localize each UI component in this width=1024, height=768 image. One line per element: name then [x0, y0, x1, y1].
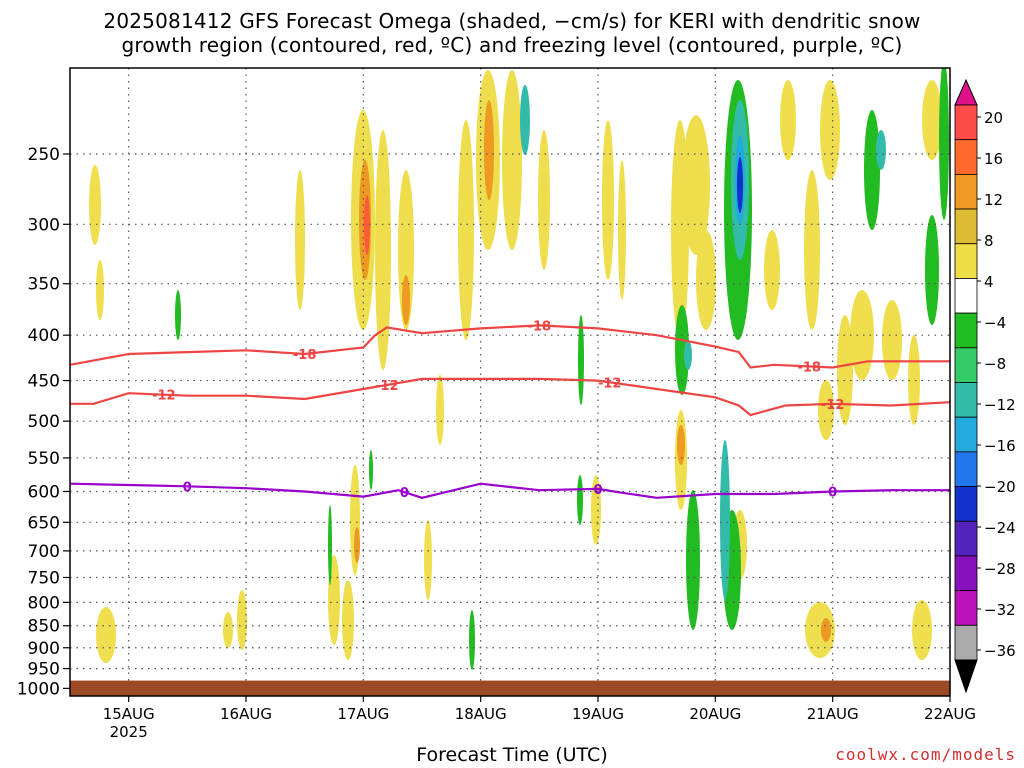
colorbar-label: −24 [984, 519, 1016, 537]
x-tick-label: 20AUG [689, 705, 741, 723]
colorbar-swatch [954, 451, 978, 487]
x-tick-label: 16AUG [220, 705, 272, 723]
y-tick-label: 550 [28, 449, 60, 469]
colorbar-swatch [954, 624, 978, 661]
colorbar-label: 20 [984, 109, 1003, 127]
colorbar-top-arrow [954, 78, 978, 106]
colorbar-swatch [954, 243, 978, 279]
x-tick-label: 22AUG [924, 705, 976, 723]
colorbar-swatch [954, 555, 978, 592]
x-tick-sublabel: 2025 [110, 723, 148, 741]
contour-label: -12 [152, 389, 176, 404]
colorbar-swatch [954, 486, 978, 522]
y-tick-label: 450 [28, 372, 60, 392]
chart-title-line-2: growth region (contoured, red, ºC) and f… [121, 33, 903, 57]
colorbar-label: −12 [984, 396, 1016, 414]
y-tick-label: 950 [28, 660, 60, 680]
x-tick-label: 17AUG [337, 705, 389, 723]
y-tick-label: 900 [28, 639, 60, 659]
contour-label: -18 [797, 360, 821, 375]
y-tick-label: 400 [28, 326, 60, 346]
colorbar-swatch [954, 347, 978, 383]
y-tick-label: 500 [28, 412, 60, 432]
y-tick-label: 350 [28, 275, 60, 295]
colorbar-label: −36 [984, 642, 1016, 660]
colorbar-swatch [954, 382, 978, 418]
y-tick-label: 250 [28, 145, 60, 165]
colorbar-label: −16 [984, 437, 1016, 455]
contour-line--18 [69, 324, 950, 369]
colorbar-swatch [954, 139, 978, 175]
plot-frame [69, 67, 951, 697]
shaded-omega-field [89, 68, 949, 670]
colorbar-swatch [954, 520, 978, 557]
colorbar-label: −8 [984, 355, 1006, 373]
colorbar: 20 16 12 8 4 −4 −8 −12 −16 −20 −24 −28 −32 −36 [954, 78, 1016, 694]
colorbar-label: 4 [984, 273, 994, 291]
contour-label: -12 [821, 398, 845, 413]
x-tick-label: 21AUG [807, 705, 859, 723]
chart-title-line-1: 2025081412 GFS Forecast Omega (shaded, −… [103, 9, 921, 33]
ground-layer [70, 680, 950, 696]
x-tick-label: 15AUG [103, 705, 155, 723]
contour-line-0 [69, 482, 950, 499]
source-credit: coolwx.com/models [835, 745, 1016, 764]
colorbar-swatch [954, 278, 978, 314]
y-tick-label: 850 [28, 617, 60, 637]
contour-label: -18 [528, 319, 552, 334]
contour-label: 0 [183, 480, 192, 495]
colorbar-label: 12 [984, 191, 1003, 209]
y-tick-label: 300 [28, 215, 60, 235]
contour-label: 0 [828, 485, 837, 500]
contour-label: 0 [593, 483, 602, 498]
ground-fill [70, 680, 950, 696]
colorbar-label: −32 [984, 601, 1016, 619]
x-axis-title: Forecast Time (UTC) [416, 744, 608, 766]
colorbar-label: 8 [984, 232, 994, 250]
x-tick-label: 18AUG [455, 705, 507, 723]
y-tick-label: 1000 [17, 679, 60, 699]
colorbar-swatch [954, 104, 978, 141]
contour-line--12 [70, 377, 951, 417]
colorbar-swatch [954, 416, 978, 453]
y-tick-label: 600 [28, 482, 60, 502]
y-tick-label: 650 [28, 513, 60, 533]
colorbar-label: −4 [984, 314, 1006, 332]
colorbar-bottom-arrow [954, 659, 978, 694]
contour-label: -18 [293, 348, 317, 363]
colorbar-label: −20 [984, 478, 1016, 496]
colorbar-label: 16 [984, 150, 1003, 168]
colorbar-swatch [954, 312, 978, 349]
contour-label: -12 [375, 379, 399, 394]
y-tick-label: 800 [28, 593, 60, 613]
y-tick-label: 750 [28, 568, 60, 588]
y-axis: 2503003504004505005506006507007508008509… [17, 145, 70, 699]
colorbar-swatch [954, 173, 978, 210]
y-tick-label: 700 [28, 542, 60, 562]
contour-label: 0 [400, 486, 409, 501]
colorbar-swatch [954, 208, 978, 245]
colorbar-label: −28 [984, 560, 1016, 578]
colorbar-swatch [954, 590, 978, 626]
contour-label: -12 [598, 376, 622, 391]
temperature-contours: -18 -18 -18 -12 -12 -12 -12 0 0 0 0 [69, 319, 951, 501]
x-tick-label: 19AUG [572, 705, 624, 723]
